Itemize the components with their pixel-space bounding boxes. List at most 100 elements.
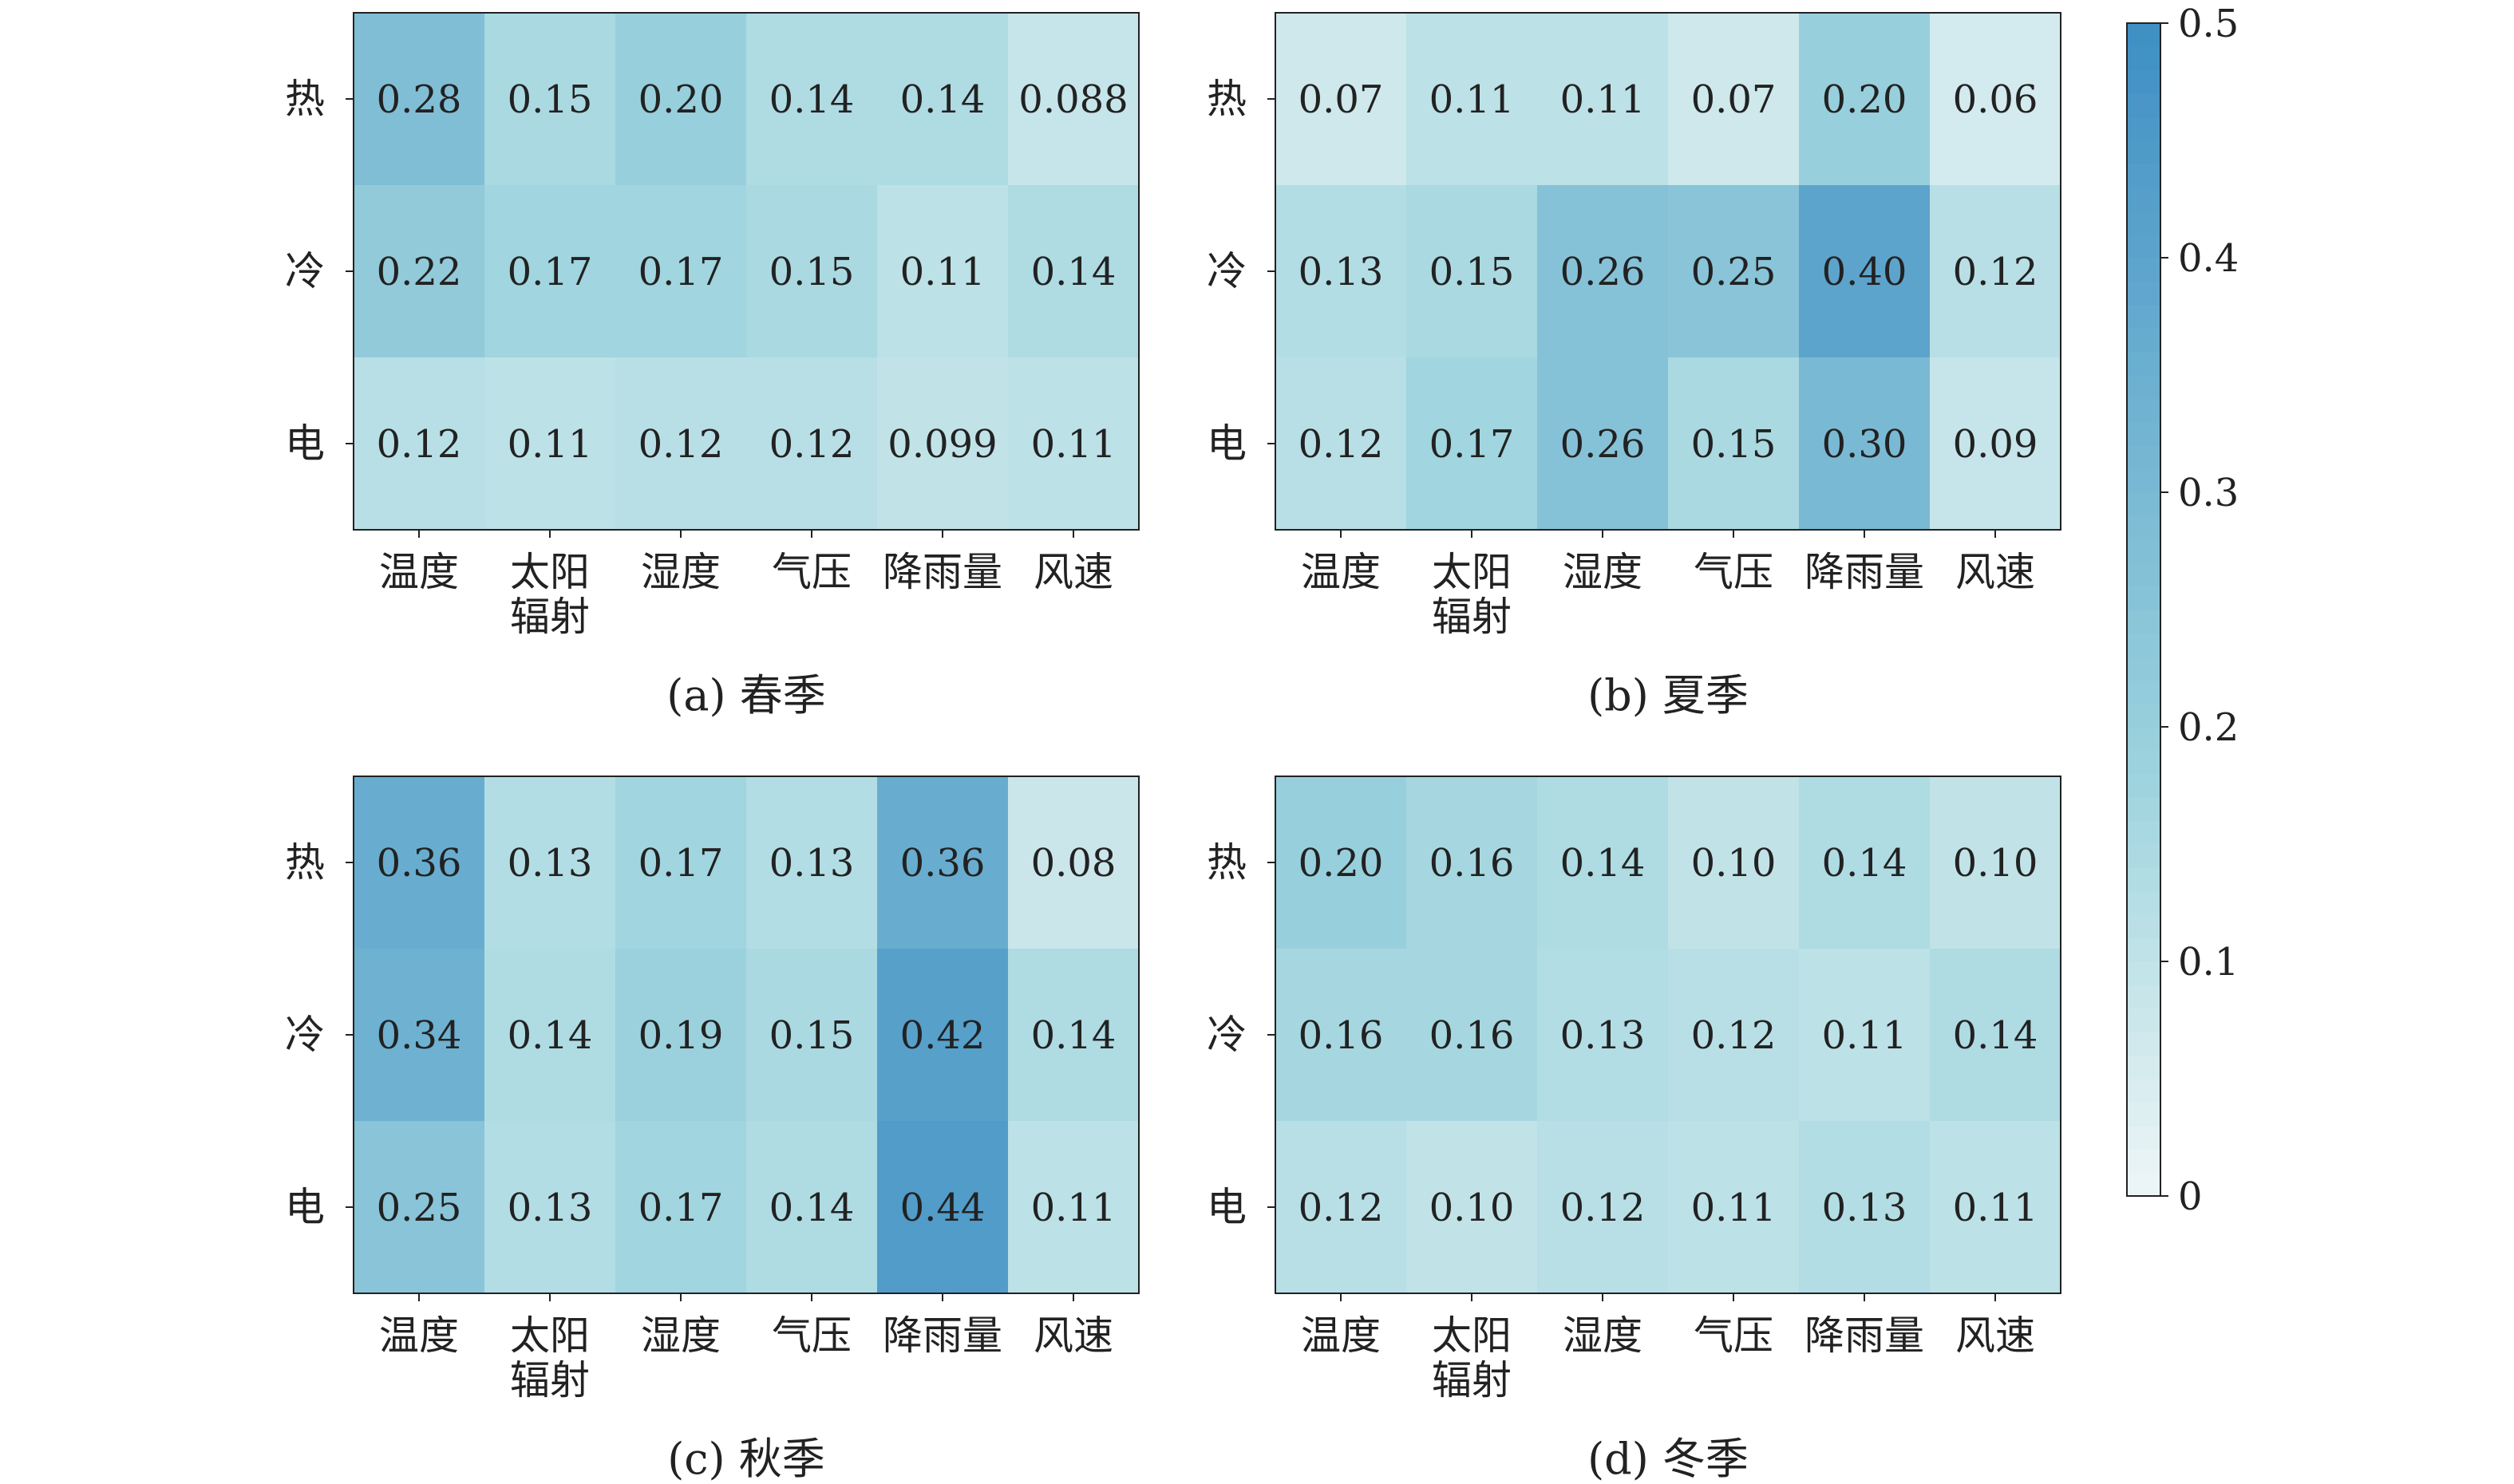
colorbar-segment <box>2127 704 2160 728</box>
colorbar-segment <box>2127 1126 2160 1150</box>
cell-value-label: 0.16 <box>1429 841 1515 886</box>
colorbar-segment <box>2127 750 2160 774</box>
y-tick-label: 电 <box>285 1184 325 1230</box>
cell-value-label: 0.11 <box>900 250 986 294</box>
cell-value-label: 0.12 <box>1560 1186 1646 1230</box>
cell-value-label: 0.15 <box>508 77 593 122</box>
colorbar-segment <box>2127 1056 2160 1079</box>
colorbar-segment <box>2127 727 2160 751</box>
panel-caption: (a) 春季 <box>666 670 826 720</box>
colorbar-segment <box>2127 23 2160 47</box>
colorbar-segment <box>2127 938 2160 962</box>
cell-value-label: 0.13 <box>508 841 593 886</box>
x-tick-label: 降雨量 <box>883 549 1002 595</box>
colorbar-segment <box>2127 985 2160 1008</box>
colorbar-segment <box>2127 211 2160 235</box>
colorbar-segment <box>2127 305 2160 329</box>
panel-caption: (d) 冬季 <box>1587 1434 1749 1484</box>
x-tick-label: 太阳辐射 <box>1432 1312 1512 1403</box>
cell-value-label: 0.28 <box>377 77 462 122</box>
colorbar-segment <box>2127 1079 2160 1103</box>
colorbar-segment <box>2127 445 2160 469</box>
colorbar-segment <box>2127 961 2160 985</box>
colorbar-segment <box>2127 70 2160 94</box>
cell-value-label: 0.13 <box>1299 250 1384 294</box>
colorbar-segment <box>2127 164 2160 187</box>
heatmap-panel-2: 0.07 0.11 0.11 0.07 0.20 0.060.13 0.15 0.26 0.25… <box>1207 13 2061 720</box>
cell-value-label: 0.12 <box>1299 1186 1384 1230</box>
x-tick-label: 风速 <box>1034 1312 1113 1359</box>
cell-value-label: 0.20 <box>1822 77 1907 122</box>
cell-value-label: 0.44 <box>900 1186 986 1230</box>
cell-value-label: 0.12 <box>769 422 855 467</box>
colorbar-tick-label: 0.5 <box>2178 2 2239 46</box>
x-tick-label: 降雨量 <box>883 1312 1002 1359</box>
colorbar-segment <box>2127 398 2160 422</box>
cell-value-label: 0.36 <box>900 841 986 886</box>
cell-value-label: 0.25 <box>1691 250 1777 294</box>
cell-value-label: 0.11 <box>1429 77 1515 122</box>
x-tick-label: 风速 <box>1034 549 1113 595</box>
cell-value-label: 0.14 <box>769 1186 855 1230</box>
cell-value-label: 0.07 <box>1691 77 1777 122</box>
y-tick-label: 电 <box>1207 420 1247 467</box>
cell-value-label: 0.099 <box>887 422 997 467</box>
y-tick-label: 冷 <box>285 248 325 294</box>
colorbar-segment <box>2127 1149 2160 1173</box>
colorbar: 00.10.20.30.40.5 <box>2127 2 2239 1219</box>
colorbar-segment <box>2127 375 2160 399</box>
colorbar-segment <box>2127 422 2160 446</box>
panel-caption: (c) 秋季 <box>667 1434 825 1484</box>
cell-value-label: 0.14 <box>900 77 986 122</box>
cell-value-label: 0.14 <box>1031 1013 1117 1058</box>
cell-value-label: 0.19 <box>638 1013 724 1058</box>
colorbar-segment <box>2127 1008 2160 1032</box>
cell-value-label: 0.40 <box>1822 250 1907 294</box>
cell-value-label: 0.12 <box>1691 1013 1777 1058</box>
cell-value-label: 0.10 <box>1691 841 1777 886</box>
cell-value-label: 0.14 <box>1031 250 1117 294</box>
cell-value-label: 0.06 <box>1953 77 2038 122</box>
colorbar-tick-label: 0.4 <box>2178 236 2239 281</box>
x-tick-label: 气压 <box>1694 1312 1773 1359</box>
cell-value-label: 0.36 <box>377 841 462 886</box>
y-tick-label: 电 <box>1207 1184 1247 1230</box>
colorbar-tick-label: 0.3 <box>2178 471 2239 515</box>
y-tick-label: 冷 <box>285 1012 325 1058</box>
cell-value-label: 0.14 <box>769 77 855 122</box>
x-tick-label: 湿度 <box>641 1312 721 1359</box>
cell-value-label: 0.14 <box>1953 1013 2038 1058</box>
cell-value-label: 0.08 <box>1031 841 1117 886</box>
x-tick-label: 气压 <box>1694 549 1773 595</box>
x-tick-label: 降雨量 <box>1804 1312 1924 1359</box>
colorbar-segment <box>2127 821 2160 845</box>
cell-value-label: 0.13 <box>1560 1013 1646 1058</box>
colorbar-segment <box>2127 633 2160 657</box>
x-tick-label: 太阳辐射 <box>510 1312 590 1403</box>
cell-value-label: 0.11 <box>1031 422 1117 467</box>
cell-value-label: 0.17 <box>638 1186 724 1230</box>
colorbar-segment <box>2127 610 2160 633</box>
colorbar-segment <box>2127 93 2160 117</box>
colorbar-segment <box>2127 844 2160 868</box>
cell-value-label: 0.14 <box>1822 841 1907 886</box>
cell-value-label: 0.15 <box>769 250 855 294</box>
colorbar-segment <box>2127 586 2160 610</box>
colorbar-segment <box>2127 774 2160 798</box>
colorbar-segment <box>2127 891 2160 915</box>
cell-value-label: 0.13 <box>1822 1186 1907 1230</box>
cell-value-label: 0.42 <box>900 1013 986 1058</box>
colorbar-segment <box>2127 1032 2160 1056</box>
x-tick-label: 气压 <box>772 549 852 595</box>
cell-value-label: 0.34 <box>377 1013 462 1058</box>
heatmap-panel-3: 0.36 0.13 0.17 0.13 0.36 0.08 0.34 0.14 0.19 0.15… <box>285 776 1139 1484</box>
cell-value-label: 0.26 <box>1560 422 1646 467</box>
x-tick-label: 气压 <box>772 1312 852 1359</box>
cell-value-label: 0.15 <box>1691 422 1777 467</box>
x-tick-label: 风速 <box>1955 1312 2035 1359</box>
cell-value-label: 0.11 <box>1953 1186 2038 1230</box>
colorbar-segment <box>2127 515 2160 539</box>
x-tick-label: 太阳辐射 <box>1432 549 1512 640</box>
colorbar-segment <box>2127 562 2160 586</box>
